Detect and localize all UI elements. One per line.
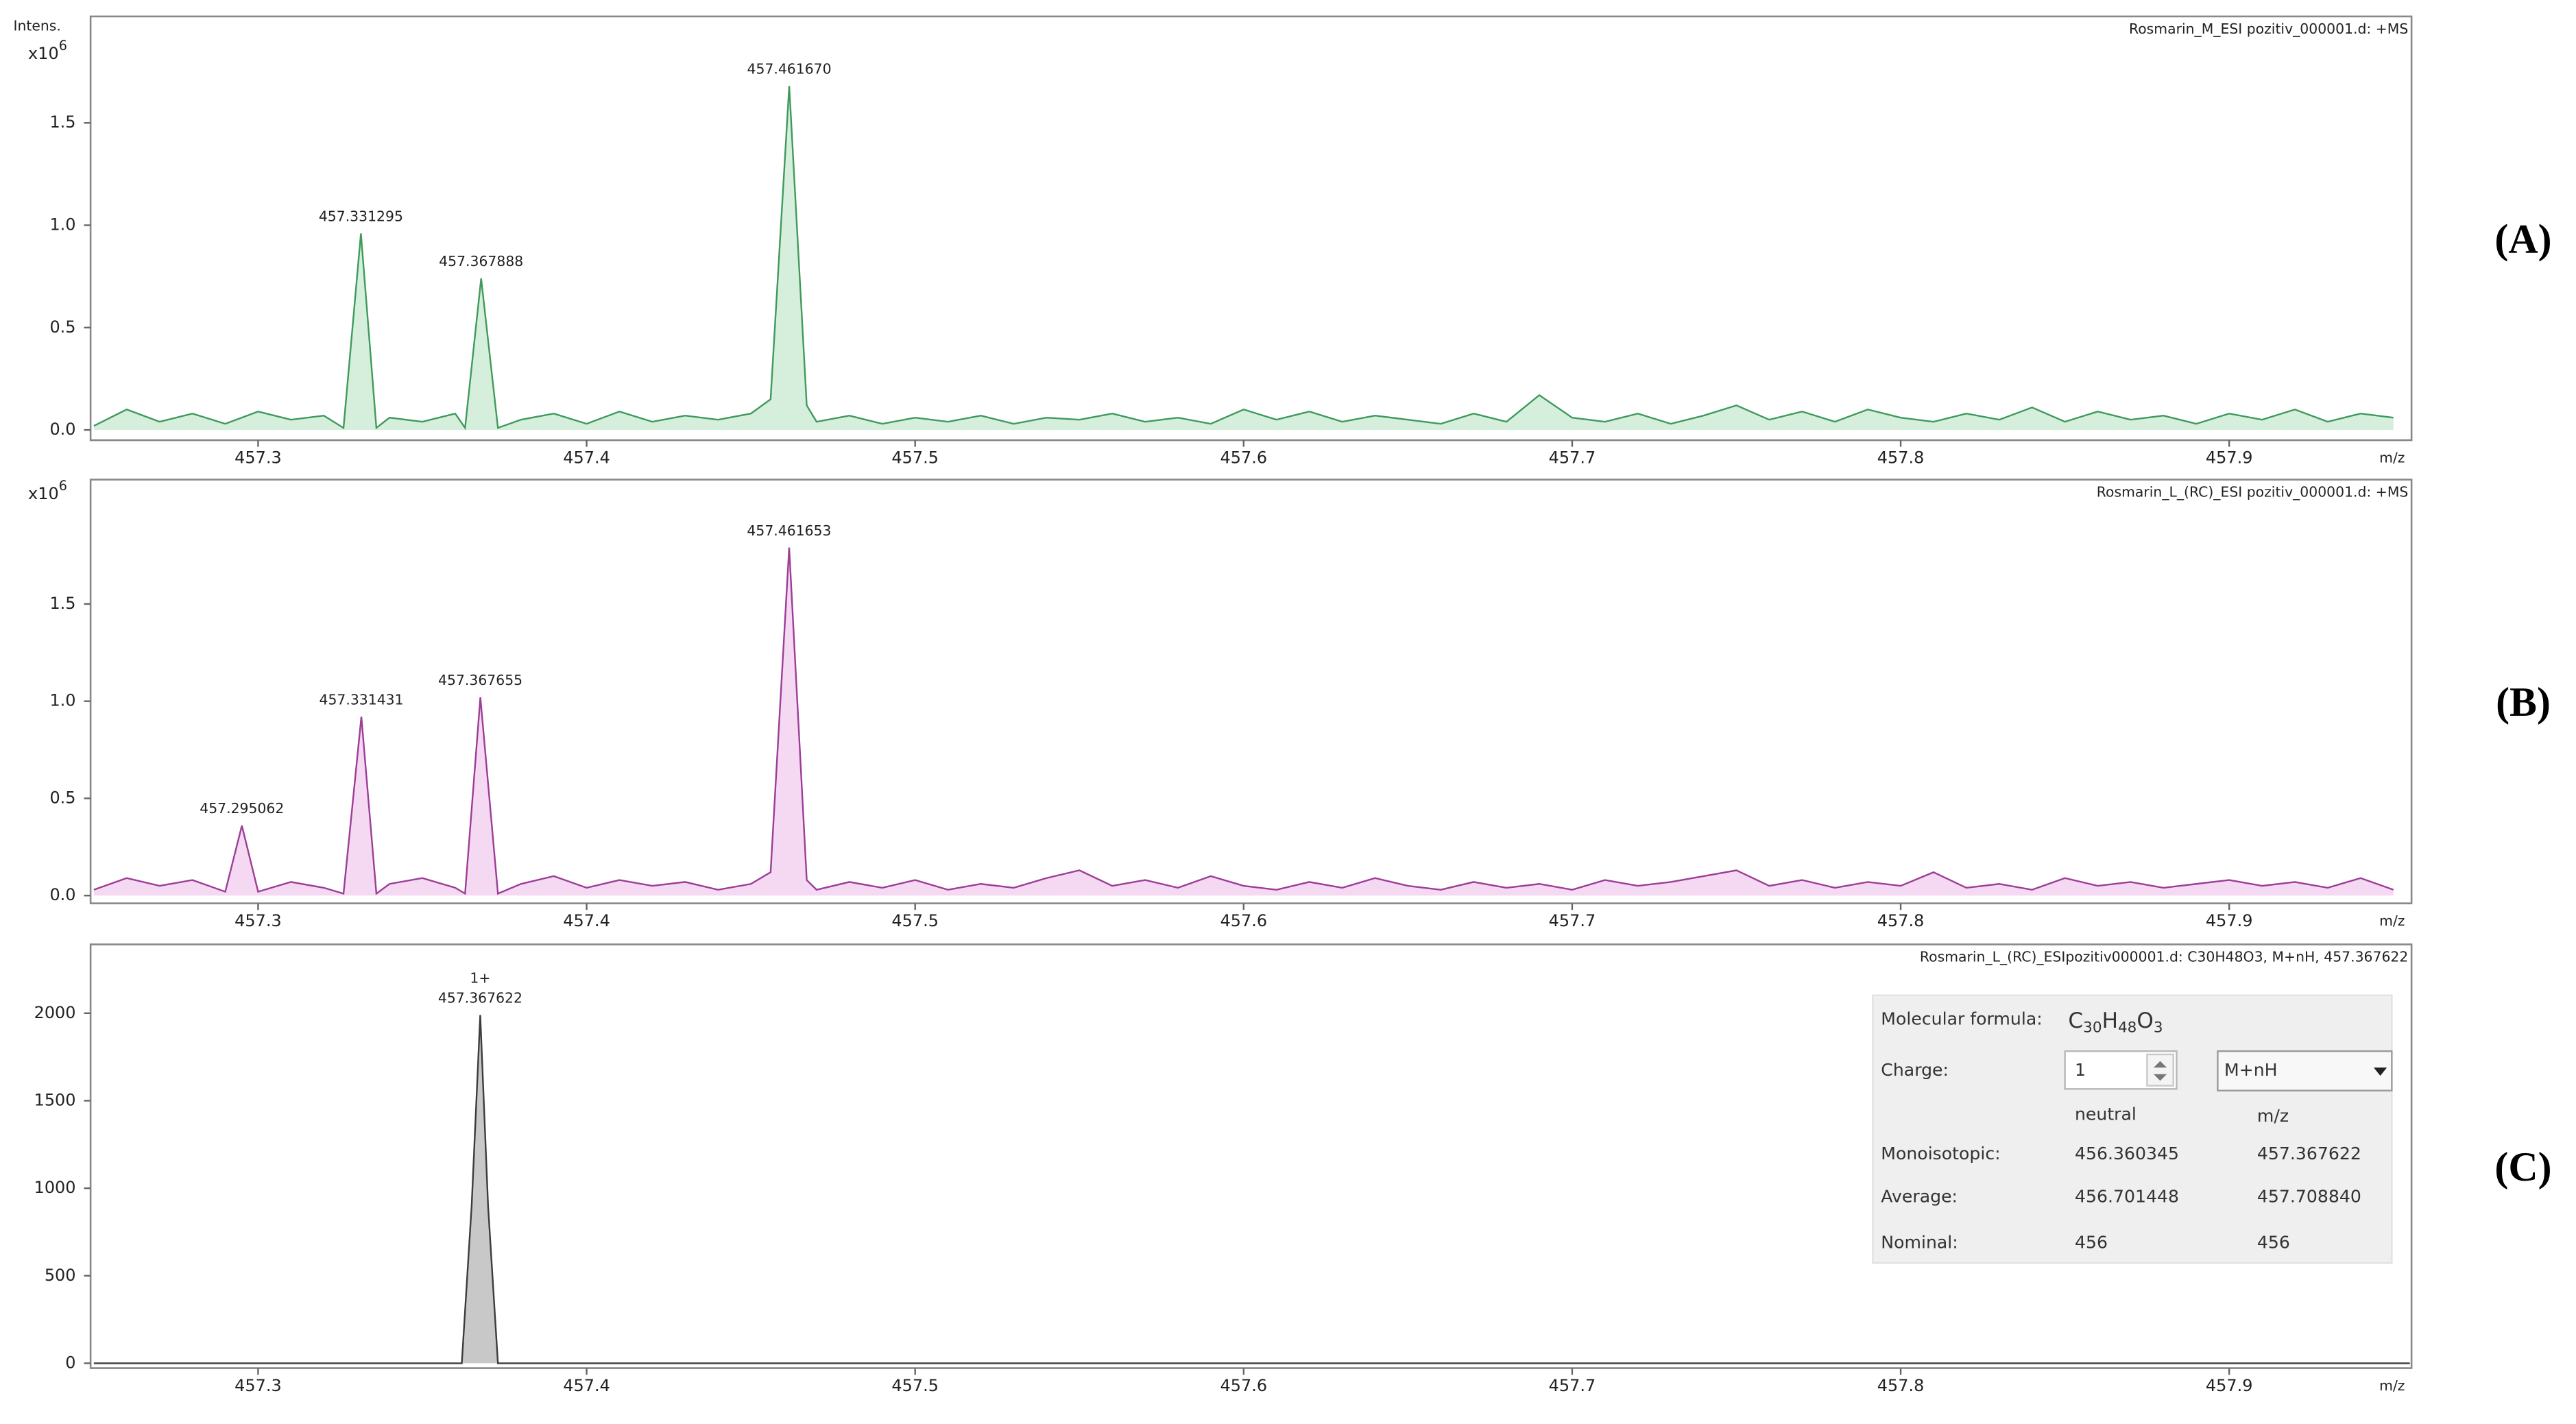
spectrum-title: Rosmarin_M_ESI pozitiv_000001.d: +MS	[2129, 21, 2408, 38]
neutral-value: 456.360345	[2075, 1144, 2179, 1163]
x-tick-label: 457.4	[563, 911, 610, 930]
peak-label: 457.331431	[320, 691, 404, 708]
adduct-dropdown[interactable]	[2217, 1050, 2393, 1091]
x-tick-label: 457.3	[234, 448, 282, 467]
multiplier-exponent: 6	[59, 478, 67, 494]
plot-border	[89, 943, 2413, 1369]
y-tick-label: 1.0	[49, 691, 75, 710]
x-tick-label: 457.9	[2206, 1376, 2253, 1395]
x-axis-label: m/z	[2379, 913, 2405, 929]
x-tick-label: 457.7	[1549, 1376, 1596, 1395]
mz-value: 457.708840	[2257, 1186, 2361, 1206]
y-tick-label: 1.5	[49, 594, 75, 613]
mz-value: 457.367622	[2257, 1144, 2361, 1163]
peak-label: 457.367888	[439, 253, 523, 269]
formula-count: 48	[2118, 1019, 2136, 1037]
plot-frame	[89, 479, 2413, 904]
panel-label: (C)	[2494, 1144, 2551, 1190]
y-tick-label: 0.0	[49, 885, 75, 904]
spinner-arrows	[2153, 1061, 2167, 1081]
spectrum-panel: 457.3 457.4 457.5 457.6 457.7 457.8 457.9 0.0 0.…	[14, 15, 2552, 467]
peak-label: 457.367622	[438, 989, 522, 1006]
formula-panel	[1872, 994, 2393, 1264]
peak-label: 457.461653	[747, 522, 831, 539]
x-tick-label: 457.5	[891, 448, 939, 467]
plot-border	[89, 479, 2413, 904]
charge-label: Charge:	[1881, 1060, 1949, 1080]
x-tick-label: 457.5	[891, 911, 939, 930]
x-tick-label: 457.6	[1220, 448, 1268, 467]
panel-label: (A)	[2494, 216, 2551, 261]
formula-element: C	[2068, 1009, 2083, 1033]
spectrum-line	[93, 547, 2394, 895]
x-tick-label: 457.7	[1549, 448, 1596, 467]
peak-label: 457.461670	[747, 61, 832, 77]
y-tick-label: 0.5	[49, 788, 75, 807]
formula-element: H	[2102, 1009, 2118, 1033]
y-tick-label: 500	[45, 1266, 76, 1285]
column-header: neutral	[2075, 1105, 2136, 1124]
x-tick-label: 457.6	[1220, 1376, 1268, 1395]
y-multiplier: x106	[28, 38, 67, 63]
multiplier-exponent: 6	[59, 38, 67, 53]
spectrum-panel: 457.3 457.4 457.5 457.6 457.7 457.8 457.9 0.0 0.…	[28, 478, 2551, 930]
spectrum-title: Rosmarin_L_(RC)_ESIpozitiv000001.d: C30H…	[1920, 949, 2408, 966]
x-tick-label: 457.9	[2206, 448, 2253, 467]
x-tick-label: 457.8	[1877, 911, 1925, 930]
x-tick-label: 457.8	[1877, 1376, 1925, 1395]
neutral-value: 456	[2075, 1232, 2108, 1252]
y-tick-label: 0.5	[49, 317, 75, 337]
plot-frame	[89, 15, 2413, 442]
x-tick-label: 457.6	[1220, 911, 1268, 930]
spectrum-title: Rosmarin_L_(RC)_ESI pozitiv_000001.d: +M…	[2097, 484, 2408, 501]
y-tick-label: 1.0	[49, 215, 75, 234]
dropdown-arrow	[2374, 1067, 2387, 1076]
x-tick-label: 457.4	[563, 1376, 610, 1395]
row-label: Average:	[1881, 1186, 1958, 1206]
y-tick-label: 0	[65, 1353, 75, 1372]
y-tick-label: 0.0	[49, 420, 75, 439]
charge-spinner[interactable]	[2146, 1053, 2174, 1087]
row-label: Nominal:	[1881, 1232, 1958, 1252]
charge-label: 1+	[470, 970, 490, 987]
y-multiplier: x106	[28, 478, 67, 503]
x-tick-label: 457.7	[1549, 911, 1596, 930]
peak-label: 457.295062	[200, 800, 284, 817]
peak-label: 457.367655	[438, 672, 522, 688]
plot-border	[89, 15, 2413, 442]
x-tick-label: 457.9	[2206, 911, 2253, 930]
adduct-value: M+nH	[2224, 1060, 2278, 1080]
panel-label: (B)	[2496, 679, 2551, 725]
formula-count: 3	[2154, 1019, 2163, 1037]
formula-label: Molecular formula:	[1881, 1009, 2042, 1029]
spectrum-line	[93, 1015, 2410, 1364]
y-tick-label: 2000	[34, 1003, 76, 1022]
formula-element: O	[2136, 1009, 2154, 1033]
y-axis-label: Intens.	[14, 17, 61, 34]
x-tick-label: 457.3	[234, 1376, 282, 1395]
multiplier-base: x10	[28, 484, 59, 503]
multiplier-base: x10	[28, 44, 59, 63]
spectrum-line	[93, 86, 2394, 431]
charge-value: 1	[2075, 1060, 2086, 1080]
formula-box: Molecular formula: C30H48O3 Charge: 1 M+…	[1872, 994, 2393, 1264]
neutral-value: 456.701448	[2075, 1186, 2179, 1206]
y-tick-label: 1000	[34, 1178, 76, 1197]
x-tick-label: 457.8	[1877, 448, 1925, 467]
column-header: m/z	[2257, 1106, 2289, 1126]
x-tick-label: 457.3	[234, 911, 282, 930]
x-tick-label: 457.4	[563, 448, 610, 467]
y-tick-label: 1.5	[49, 112, 75, 132]
formula-count: 30	[2083, 1019, 2102, 1037]
x-axis-label: m/z	[2379, 449, 2405, 466]
x-axis-label: m/z	[2379, 1377, 2405, 1394]
peak-label: 457.331295	[319, 208, 403, 224]
x-tick-label: 457.5	[891, 1376, 939, 1395]
y-tick-label: 1500	[34, 1090, 76, 1109]
formula: C30H48O3	[2068, 1009, 2163, 1037]
row-label: Monoisotopic:	[1881, 1144, 2000, 1163]
mz-value: 456	[2257, 1232, 2290, 1252]
